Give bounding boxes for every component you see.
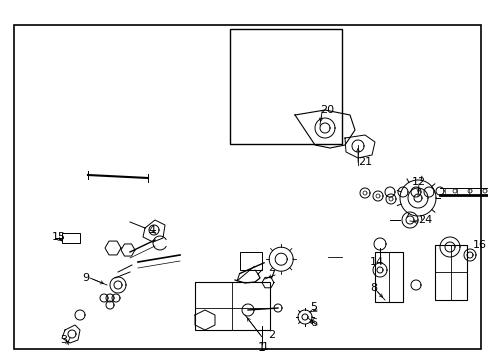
Text: 9: 9 <box>82 273 89 283</box>
Text: 21: 21 <box>357 157 371 167</box>
Text: 16: 16 <box>472 240 486 250</box>
Text: 15: 15 <box>52 232 66 242</box>
Text: 14: 14 <box>369 257 384 267</box>
Bar <box>374 252 402 302</box>
Text: 8: 8 <box>369 283 376 293</box>
Text: 3: 3 <box>60 335 67 345</box>
Text: 5: 5 <box>309 302 316 312</box>
Bar <box>195 282 269 330</box>
Text: 20: 20 <box>319 105 333 115</box>
Text: 24: 24 <box>417 215 431 225</box>
Text: 7: 7 <box>267 270 275 280</box>
Bar <box>434 245 466 300</box>
Text: 12: 12 <box>411 177 425 187</box>
Text: 1: 1 <box>261 342 268 352</box>
Bar <box>239 252 261 270</box>
Bar <box>62 233 80 243</box>
Bar <box>229 29 342 144</box>
Text: 4: 4 <box>148 225 155 235</box>
Text: 2: 2 <box>267 330 275 340</box>
Text: 1: 1 <box>257 341 265 354</box>
Text: 6: 6 <box>309 318 316 328</box>
